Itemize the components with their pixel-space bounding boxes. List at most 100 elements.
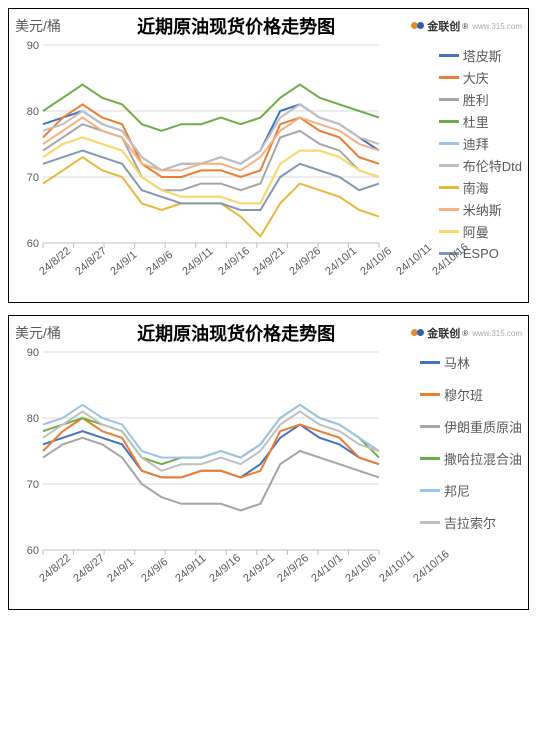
legend-swatch — [439, 98, 459, 101]
brand-url: www.315.com — [472, 22, 522, 31]
y-tick-label: 70 — [27, 172, 39, 184]
legend-swatch — [439, 186, 459, 189]
chart-body: 6070809024/8/2224/8/2724/9/124/9/624/9/1… — [15, 346, 522, 605]
y-tick-label: 70 — [27, 479, 39, 491]
y-tick-label: 60 — [27, 238, 39, 249]
legend-swatch — [420, 425, 440, 428]
x-axis-labels: 24/8/22 24/8/27 24/9/1 24/9/6 24/9/11 24/9/16… — [15, 254, 433, 298]
x-tick-label: 24/8/22 — [37, 268, 45, 278]
x-tick-label: 24/9/6 — [139, 575, 147, 585]
y-tick-label: 80 — [27, 106, 39, 118]
y-tick-label: 90 — [27, 347, 39, 359]
x-tick-label: 24/9/11 — [173, 575, 181, 585]
plot-area: 60 70 80 90 24/8/22 24/8/27 24/9/1 24/9/6 24/9/1… — [15, 39, 433, 298]
legend-item: 伊朗重质原油 — [420, 416, 522, 436]
x-tick-label: 24/9/6 — [144, 268, 152, 278]
y-tick-label: 60 — [27, 545, 39, 556]
series-line — [43, 405, 379, 458]
legend-label: 邦尼 — [444, 481, 470, 500]
legend-swatch — [439, 120, 459, 123]
legend-item: 布伦特Dtd — [439, 155, 522, 175]
legend-item: 大庆 — [439, 67, 522, 87]
legend-label: 马林 — [444, 353, 470, 372]
plot-area: 6070809024/8/2224/8/2724/9/124/9/624/9/1… — [15, 346, 414, 605]
legend-label: 塔皮斯 — [463, 46, 502, 65]
legend-label: 阿曼 — [463, 222, 489, 241]
chart-title: 近期原油现货价格走势图 — [61, 13, 411, 39]
legend-label: 伊朗重质原油 — [444, 417, 522, 436]
legend-label: 南海 — [463, 178, 489, 197]
legend-item: 邦尼 — [420, 480, 522, 500]
series-line — [43, 425, 379, 478]
series-line — [43, 104, 379, 170]
legend-swatch — [439, 208, 459, 211]
legend-item: 塔皮斯 — [439, 45, 522, 65]
legend-item: 杜里 — [439, 111, 522, 131]
legend-item: 迪拜 — [439, 133, 522, 153]
legend-swatch — [420, 457, 440, 460]
chart-block-0: 美元/桶近期原油现货价格走势图金联创®www.315.com 60 70 80 90 24… — [8, 8, 529, 303]
x-tick-label: 24/9/21 — [241, 575, 249, 585]
x-tick-label: 24/9/16 — [216, 268, 224, 278]
x-tick-label: 24/9/26 — [275, 575, 283, 585]
legend-item: 马林 — [420, 352, 522, 372]
legend-swatch — [420, 393, 440, 396]
legend-swatch — [439, 230, 459, 233]
line-chart-svg: 60 70 80 90 — [15, 346, 385, 556]
x-tick-label: 24/8/22 — [37, 575, 45, 585]
legend-swatch — [420, 489, 440, 492]
y-tick-label: 80 — [27, 413, 39, 425]
x-tick-label: 24/9/11 — [180, 268, 188, 278]
x-tick-label: 24/9/1 — [105, 575, 113, 585]
legend-label: 胜利 — [463, 90, 489, 109]
brand-logo-icon — [411, 326, 425, 340]
x-tick-label: 24/10/1 — [323, 268, 331, 278]
legend-label: 吉拉索尔 — [444, 513, 496, 532]
x-tick-label: 24/10/6 — [359, 268, 367, 278]
x-tick-label: 24/10/16 — [411, 575, 419, 585]
y-axis-label: 美元/桶 — [15, 16, 61, 36]
chart-header: 美元/桶近期原油现货价格走势图金联创®www.315.com — [15, 320, 522, 346]
legend-swatch — [420, 521, 440, 524]
brand-watermark: 金联创®www.315.com — [411, 325, 522, 341]
legend: 塔皮斯大庆胜利杜里迪拜布伦特Dtd南海米纳斯阿曼ESPO — [433, 39, 522, 263]
x-tick-label: 24/9/16 — [207, 575, 215, 585]
x-tick-label: 24/9/26 — [287, 268, 295, 278]
legend-item: 穆尔班 — [420, 384, 522, 404]
legend-swatch — [439, 142, 459, 145]
legend-label: 迪拜 — [463, 134, 489, 153]
legend-item: 胜利 — [439, 89, 522, 109]
legend-swatch — [420, 361, 440, 364]
line-chart-svg: 60 70 80 90 — [15, 39, 385, 249]
legend-label: 布伦特Dtd — [463, 156, 522, 175]
x-tick-label: 24/10/11 — [377, 575, 385, 585]
legend-swatch — [439, 76, 459, 79]
brand-watermark: 金联创®www.315.com — [411, 18, 522, 34]
legend-item: 撒哈拉混合油 — [420, 448, 522, 468]
chart-title: 近期原油现货价格走势图 — [61, 320, 411, 346]
x-tick-label: 24/10/16 — [430, 268, 438, 278]
x-tick-label: 24/10/6 — [343, 575, 351, 585]
registered-mark: ® — [462, 329, 468, 338]
legend-label: 杜里 — [463, 112, 489, 131]
y-axis-label: 美元/桶 — [15, 323, 61, 343]
legend-label: 大庆 — [463, 68, 489, 87]
y-tick-label: 90 — [27, 40, 39, 52]
x-tick-label: 24/8/27 — [73, 268, 81, 278]
x-tick-label: 24/9/1 — [109, 268, 117, 278]
chart-header: 美元/桶近期原油现货价格走势图金联创®www.315.com — [15, 13, 522, 39]
legend: 马林穆尔班伊朗重质原油撒哈拉混合油邦尼吉拉索尔 — [414, 346, 522, 532]
legend-swatch — [439, 164, 459, 167]
legend-label: 穆尔班 — [444, 385, 483, 404]
series-line — [43, 118, 379, 171]
legend-swatch — [439, 54, 459, 57]
legend-label: 米纳斯 — [463, 200, 502, 219]
chart-block-1: 美元/桶近期原油现货价格走势图金联创®www.315.com6070809024… — [8, 315, 529, 610]
x-axis-labels: 24/8/2224/8/2724/9/124/9/624/9/1124/9/16… — [15, 561, 414, 605]
legend-item: 米纳斯 — [439, 199, 522, 219]
x-tick-label: 24/9/21 — [251, 268, 259, 278]
legend-item: 吉拉索尔 — [420, 512, 522, 532]
legend-label: 撒哈拉混合油 — [444, 449, 522, 468]
brand-url: www.315.com — [472, 329, 522, 338]
legend-item: 阿曼 — [439, 221, 522, 241]
